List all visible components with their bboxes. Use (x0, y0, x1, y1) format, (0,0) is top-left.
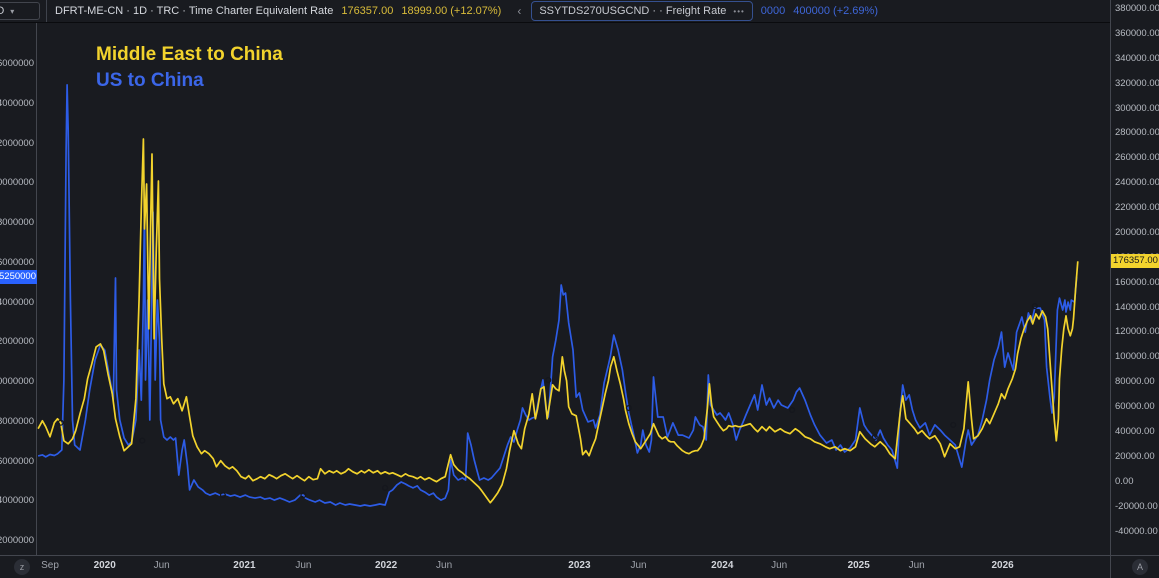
data-point-marker (1031, 303, 1038, 310)
currency-selector[interactable]: SD ▾ (0, 2, 40, 20)
left-axis-tick: 2000000 (0, 336, 34, 348)
right-axis-tick: 160000.00 (1115, 276, 1159, 288)
collapse-button[interactable]: ‹ (513, 5, 525, 17)
data-point-marker (300, 492, 307, 499)
left-price-axis[interactable]: 6000000 4000000 2000000 0000000 8000000 60000… (0, 22, 36, 555)
left-axis-tick: 4000000 (0, 495, 34, 507)
left-axis-tick: 0000000 (0, 177, 34, 189)
more-options-icon[interactable]: ••• (733, 6, 745, 16)
time-axis[interactable]: Sep 2020 Jun 2021 Jun 2022 Jun 2023 Jun 2024 Jun 20… (0, 556, 1159, 578)
left-axis-tick: 6000000 (0, 256, 34, 268)
right-axis-tick: 320000.00 (1115, 77, 1159, 89)
time-axis-tick: Jun (295, 560, 312, 571)
time-axis-tick: Jun (771, 560, 788, 571)
right-price-axis[interactable]: 380000.00 360000.00 340000.00 320000.00 3000… (1111, 0, 1159, 555)
series-line-dfrt-me-cn (37, 138, 1079, 504)
time-axis-tick: 2026 (991, 560, 1014, 571)
right-axis-tick: 240000.00 (1115, 177, 1159, 189)
left-axis-tick: 8000000 (0, 217, 34, 228)
left-axis-tick: 2000000 (0, 137, 34, 149)
right-axis-tick: -20000.00 (1115, 500, 1158, 512)
time-axis-tick: 2021 (233, 560, 256, 571)
right-price-badge: 176357.00 (1111, 254, 1159, 268)
chart-legend: Middle East to China US to China (96, 42, 283, 94)
right-axis-tick: 120000.00 (1115, 326, 1159, 338)
right-axis-tick: 20000.00 (1115, 450, 1155, 462)
left-axis-tick: 8000000 (0, 415, 34, 427)
left-price-badge: 5250000 (0, 270, 37, 284)
series1-title[interactable]: DFRT-ME-CN · 1D · TRC · Time Charter Equ… (55, 5, 334, 17)
time-axis-tick: Jun (436, 560, 453, 571)
data-point-marker (789, 406, 796, 414)
right-axis-tick: 40000.00 (1115, 426, 1155, 437)
data-point-marker (139, 437, 146, 444)
time-axis-tick: Jun (908, 560, 925, 571)
left-axis-tick: 0000000 (0, 376, 34, 387)
data-point-marker (57, 419, 64, 426)
data-point-marker (625, 404, 632, 412)
series1-last-value: 176357.00 (341, 5, 394, 17)
time-axis-tick: 2024 (711, 560, 734, 571)
time-axis-divider (0, 555, 1159, 556)
right-axis-tick: 380000.00 (1115, 3, 1159, 14)
header-divider (46, 0, 47, 22)
data-point-marker (382, 484, 389, 491)
series2-title: SSYTDS270USGCND · · Freight Rate (539, 5, 727, 17)
right-axis-tick: 360000.00 (1115, 27, 1159, 39)
right-axis-tick: 280000.00 (1115, 127, 1159, 139)
legend-middle-east-to-china: Middle East to China (96, 44, 283, 65)
series2-selector[interactable]: SSYTDS270USGCND · · Freight Rate ••• (531, 1, 753, 21)
right-axis-tick: 140000.00 (1115, 301, 1159, 313)
right-axis-tick: 100000.00 (1115, 351, 1159, 363)
right-axis-tick: 80000.00 (1115, 376, 1155, 388)
right-axis-tick: -40000.00 (1115, 525, 1158, 537)
currency-label: SD (0, 5, 5, 17)
right-axis-tick: 0.00 (1115, 475, 1134, 487)
right-axis-tick: 300000.00 (1115, 102, 1159, 114)
left-axis-tick: 4000000 (0, 97, 34, 109)
right-axis-tick: 200000.00 (1115, 226, 1159, 238)
series-line-ssytds270usgcnd (37, 84, 1078, 507)
time-axis-tick: 2020 (93, 560, 116, 571)
time-axis-tick: 2025 (847, 560, 870, 571)
time-axis-tick: 2022 (374, 560, 398, 571)
auto-scale-button[interactable]: A (1132, 559, 1148, 575)
chevron-down-icon: ▾ (10, 6, 15, 16)
left-axis-tick: 4000000 (0, 296, 34, 308)
right-axis-tick: 60000.00 (1115, 401, 1155, 413)
left-axis-divider (36, 22, 37, 555)
series1-change: 18999.00 (+12.07%) (401, 5, 502, 17)
data-point-marker (950, 421, 957, 428)
left-axis-tick: 2000000 (0, 535, 34, 546)
time-axis-tick: 2023 (568, 560, 591, 571)
timezone-button[interactable]: z (14, 559, 30, 575)
legend-us-to-china: US to China (96, 70, 204, 91)
left-axis-tick: 6000000 (0, 58, 34, 69)
time-axis-tick: Jun (153, 560, 170, 571)
data-point-marker (871, 433, 878, 441)
time-axis-tick: Jun (630, 560, 647, 571)
left-axis-tick: 6000000 (0, 455, 34, 467)
time-axis-tick: Sep (41, 560, 59, 571)
right-axis-tick: 220000.00 (1115, 202, 1159, 213)
data-point-marker (219, 492, 226, 499)
series2-last-value: 0000 (760, 5, 786, 17)
chart-header: SD ▾ DFRT-ME-CN · 1D · TRC · Time Charte… (0, 0, 1110, 23)
right-axis-tick: 340000.00 (1115, 52, 1159, 64)
right-axis-divider (1110, 0, 1111, 578)
data-point-marker (545, 376, 552, 384)
series2-change: 400000 (+2.69%) (793, 5, 878, 17)
right-axis-tick: 260000.00 (1115, 152, 1159, 164)
